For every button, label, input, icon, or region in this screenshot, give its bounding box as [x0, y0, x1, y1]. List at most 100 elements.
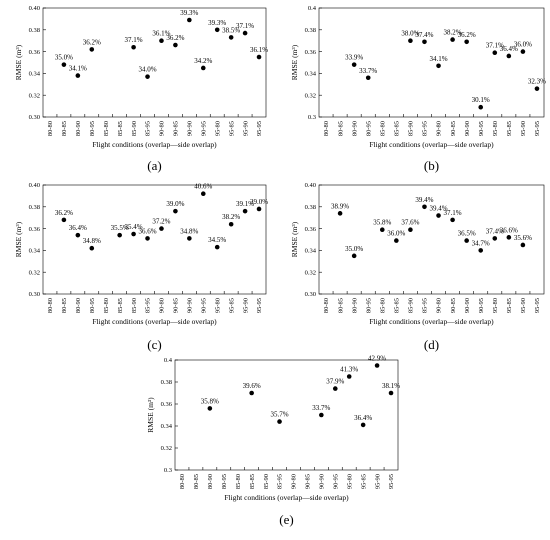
y-tick-label: 0.30	[305, 291, 316, 298]
data-point	[422, 204, 427, 210]
y-tick-label: 0.30	[29, 114, 40, 121]
data-label: 39.4%	[415, 196, 433, 204]
data-point	[520, 242, 526, 248]
y-tick-label: 0.34	[305, 71, 317, 78]
data-point	[200, 191, 206, 197]
y-tick-label: 0.36	[305, 226, 317, 233]
y-tick-label: 0.36	[305, 49, 317, 56]
data-label: 38.2%	[444, 29, 462, 37]
data-point	[214, 244, 220, 250]
x-tick-label: 80-85	[193, 474, 200, 489]
x-tick-label: 80-80	[47, 121, 54, 136]
data-point	[332, 386, 338, 391]
x-tick-label: 85-85	[394, 121, 401, 136]
x-tick-label: 90-85	[173, 298, 180, 313]
chart-panel-e: 0.3 0.32 0.34 0.36 0.38 0.4 80-80 80-85 80-90 80-…	[146, 355, 400, 528]
data-point	[351, 62, 357, 67]
x-tick-label: 95-85	[228, 298, 235, 313]
data-label: 36.2%	[166, 34, 184, 42]
data-point	[242, 30, 248, 36]
data-label: 39.0%	[166, 200, 184, 208]
data-label: 37.4%	[486, 227, 504, 235]
data-label: 35.0%	[55, 54, 73, 62]
x-tick-label: 85-95	[422, 121, 429, 136]
y-tick-label: 0.38	[305, 27, 316, 34]
x-tick-label: 80-90	[351, 298, 358, 313]
x-tick-label: 85-95	[145, 121, 152, 136]
x-tick-label: 95-85	[360, 474, 367, 489]
data-label: 35.8%	[373, 219, 391, 227]
x-tick-label: 85-85	[394, 298, 401, 313]
x-tick-label: 80-90	[75, 121, 82, 136]
data-label: 37.4%	[415, 31, 433, 39]
data-label: 40.6%	[194, 183, 212, 191]
data-label: 34.5%	[208, 236, 226, 244]
y-tick-label: 0.32	[161, 445, 172, 452]
data-point	[61, 62, 67, 67]
data-point	[207, 406, 213, 411]
data-label: 37.2%	[152, 218, 170, 226]
data-point	[478, 104, 484, 110]
x-tick-label: 90-80	[436, 298, 443, 313]
data-label: 39.3%	[180, 9, 198, 17]
x-tick-label: 85-90	[131, 121, 138, 136]
x-tick-label: 95-85	[228, 121, 235, 136]
data-point	[450, 217, 455, 223]
data-label: 37.1%	[444, 209, 462, 217]
x-tick-label: 85-80	[103, 298, 110, 313]
y-tick-label: 0.32	[305, 92, 316, 99]
data-label: 36.5%	[458, 230, 476, 238]
x-tick-label: 95-80	[492, 121, 499, 136]
data-label: 34.8%	[83, 237, 101, 245]
data-point	[388, 390, 394, 396]
x-axis-title: Flight conditions (overlap—side overlap)	[92, 140, 217, 149]
x-tick-label: 85-95	[277, 474, 284, 489]
y-tick-label: 0.38	[161, 379, 172, 386]
data-point	[351, 253, 357, 259]
x-tick-label: 95-90	[242, 298, 249, 313]
data-label: 39.3%	[208, 19, 226, 27]
data-label: 36.4%	[354, 414, 372, 422]
x-tick-label: 85-80	[379, 298, 386, 313]
x-tick-label: 80-95	[89, 298, 96, 313]
data-point	[89, 47, 95, 52]
y-tick-label: 0.34	[161, 423, 173, 430]
data-label: 37.9%	[326, 378, 344, 386]
data-label: 33.9%	[345, 54, 363, 62]
x-tick-label: 90-90	[187, 298, 194, 313]
data-point	[436, 213, 441, 218]
y-tick-label: 0.32	[29, 269, 40, 276]
data-point	[506, 53, 512, 59]
x-tick-label: 90-95	[478, 121, 485, 136]
x-tick-label: 85-85	[117, 298, 124, 313]
x-tick-label: 90-90	[187, 121, 194, 136]
data-label: 35.7%	[270, 411, 288, 419]
data-label: 36.2%	[83, 38, 101, 46]
x-tick-label: 90-85	[173, 121, 180, 136]
y-tick-label: 0.34	[29, 248, 41, 255]
y-axis-title: RMSE (m³)	[14, 44, 23, 80]
x-tick-label: 85-80	[103, 121, 110, 136]
data-point	[408, 38, 413, 43]
x-tick-label: 95-90	[374, 474, 381, 489]
data-point	[492, 236, 498, 241]
y-tick-label: 0.36	[29, 49, 41, 56]
y-axis-title: RMSE (m³)	[290, 44, 299, 80]
data-label: 34.1%	[69, 65, 87, 73]
data-point	[89, 245, 95, 251]
data-point	[173, 42, 178, 48]
data-label: 36.4%	[69, 224, 87, 232]
data-point	[145, 236, 150, 241]
x-tick-label: 95-80	[492, 298, 499, 313]
x-tick-label: 80-80	[47, 298, 54, 313]
x-tick-label: 90-85	[450, 121, 457, 136]
data-point	[464, 238, 469, 243]
y-tick-label: 0.36	[161, 401, 173, 408]
x-tick-label: 90-80	[436, 121, 443, 136]
y-tick-label: 0.38	[29, 204, 40, 211]
x-tick-label: 90-95	[200, 298, 207, 313]
x-tick-label: 95-80	[214, 121, 221, 136]
data-label: 32.3%	[528, 78, 546, 86]
data-label: 34.2%	[194, 57, 212, 65]
data-label: 38.1%	[382, 382, 400, 390]
